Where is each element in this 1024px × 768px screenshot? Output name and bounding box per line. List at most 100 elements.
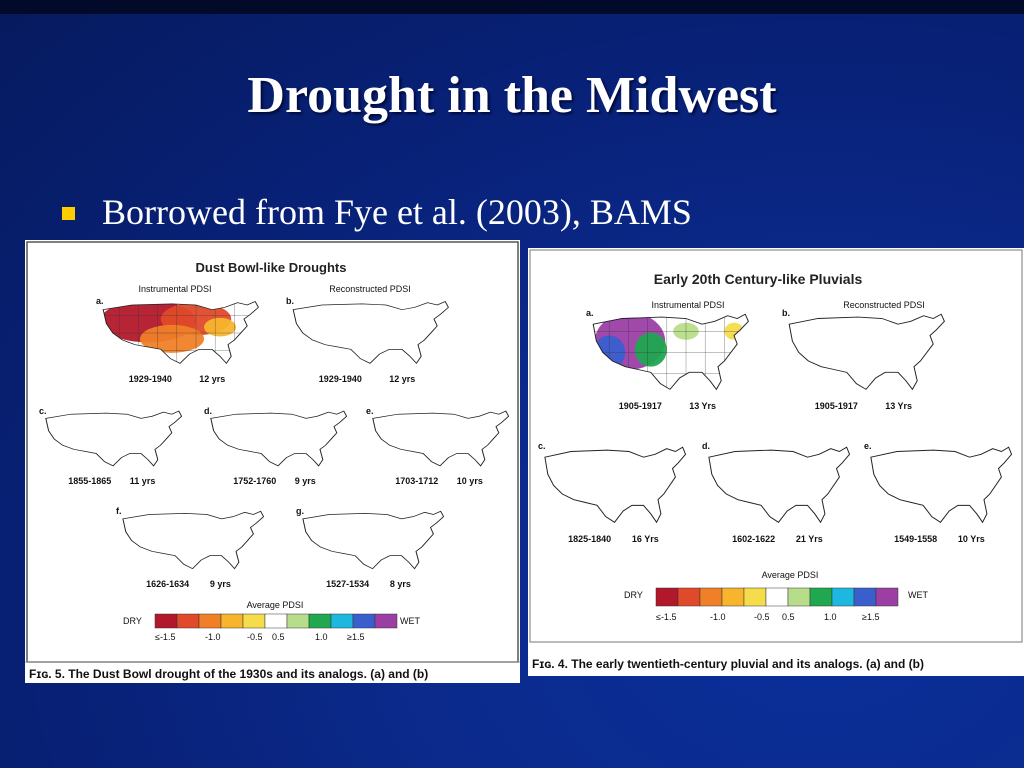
drought-map: d. 1752-1760 9 yrs [204,406,348,486]
legend-swatch [220,613,244,629]
legend-swatch [286,613,310,629]
pluvial-map: b. 1905-1917 13 Yrs [782,308,945,411]
figure5-sub-a: Instrumental PDSI [138,284,211,294]
map-letter: d. [702,441,710,451]
us-outline [870,447,1012,523]
map-period: 1905-1917 [619,401,662,411]
legend-tick: 1.0 [315,632,328,642]
map-letter: d. [204,406,212,416]
slide-title: Drought in the Midwest [247,67,777,124]
legend-swatch [831,587,855,607]
legend-wet-label: WET [908,590,928,600]
figure4-frame [529,249,1023,643]
legend-swatch [809,587,833,607]
figure5-caption: Fɪɢ. 5. The Dust Bowl drought of the 193… [29,667,428,681]
map-period: 1549-1558 [894,534,937,544]
figure4-legend: Average PDSI DRY WET ≤-1.5 -1.0 -0.5 0.5… [624,570,928,622]
pluvial-map: c. 1825-1840 16 Yrs [538,441,687,544]
legend-swatch [330,613,354,629]
legend-tick: -1.0 [710,612,726,622]
legend-swatch [875,587,899,607]
map-years: 16 Yrs [632,534,659,544]
pdsi-region [106,343,126,358]
us-outline [45,411,182,466]
map-letter: g. [296,506,304,516]
us-border [592,313,749,391]
legend-swatch [242,613,266,629]
us-border [372,410,510,467]
us-border [122,510,265,570]
legend-swatch [198,613,222,629]
legend-tick: ≥1.5 [347,632,364,642]
legend-swatch [655,587,679,607]
us-border [708,446,851,524]
legend-tick: -0.5 [754,612,770,622]
figure4-svg: Early 20th Century-like Pluvials Instrum… [529,249,1023,671]
figure5-title: Dust Bowl-like Droughts [196,260,347,275]
map-years: 11 yrs [130,476,156,486]
us-outline [293,301,449,364]
map-years: 9 yrs [210,579,231,589]
legend-swatch [721,587,745,607]
map-period: 1905-1917 [815,401,858,411]
legend-tick: -1.0 [205,632,221,642]
legend-swatch [374,613,398,629]
drought-map: g. 1527-1534 8 yrs [296,506,445,589]
us-outline [372,411,509,466]
figure4-caption: Fɪɢ. 4. The early twentieth-century pluv… [532,657,924,671]
legend-dry-label: DRY [624,590,643,600]
map-years: 10 yrs [457,476,483,486]
pluvial-map: a. 1905-1917 13 Yrs [586,308,749,411]
map-letter: c. [39,406,47,416]
map-letter: a. [96,296,104,306]
us-border [45,410,183,467]
map-years: 13 Yrs [689,401,716,411]
pdsi-region [634,332,667,367]
legend-tick: ≤-1.5 [656,612,676,622]
us-border [292,300,449,365]
map-letter: a. [586,308,594,318]
figure5-legend: Average PDSI DRY WET ≤-1.5 -1.0 -0.5 0.5… [123,600,420,642]
pluvial-map: d. 1602-1622 21 Yrs [702,441,851,544]
drought-map: f. 1626-1634 9 yrs [116,506,265,589]
figure4-sub-a: Instrumental PDSI [651,300,724,310]
map-letter: f. [116,506,122,516]
us-border [788,313,945,391]
map-letter: e. [864,441,872,451]
us-outline [708,447,850,523]
us-outline [210,411,347,466]
legend-tick: ≤-1.5 [155,632,175,642]
map-period: 1752-1760 [233,476,276,486]
map-period: 1825-1840 [568,534,611,544]
us-border [102,300,259,365]
legend-title: Average PDSI [247,600,304,610]
map-years: 12 yrs [389,374,415,384]
map-letter: b. [782,308,790,318]
map-years: 8 yrs [390,579,411,589]
figure4-sub-b: Reconstructed PDSI [843,300,925,310]
figure-early-20th-pluvials: Early 20th Century-like Pluvials Instrum… [528,248,1024,676]
legend-title: Average PDSI [762,570,819,580]
legend-swatch [765,587,789,607]
legend-swatch [699,587,723,607]
legend-swatch [677,587,701,607]
us-outline [789,314,945,390]
map-years: 10 Yrs [958,534,985,544]
legend-swatch [352,613,376,629]
drought-map: e. 1703-1712 10 yrs [366,406,510,486]
figure-dust-bowl-droughts: Dust Bowl-like Droughts Instrumental PDS… [25,240,520,683]
map-period: 1602-1622 [732,534,775,544]
legend-swatch [787,587,811,607]
pdsi-region [140,324,204,353]
legend-swatch [176,613,200,629]
figure5-svg: Dust Bowl-like Droughts Instrumental PDS… [25,241,520,681]
map-period: 1703-1712 [395,476,438,486]
bullet-text: Borrowed from Fye et al. (2003), BAMS [102,192,692,232]
map-period: 1929-1940 [319,374,362,384]
drought-map: c. 1855-1865 11 yrs [39,406,183,486]
legend-tick: 0.5 [272,632,285,642]
figure5-sub-b: Reconstructed PDSI [329,284,411,294]
us-border [544,446,687,524]
us-border [302,510,445,570]
legend-tick: 1.0 [824,612,837,622]
